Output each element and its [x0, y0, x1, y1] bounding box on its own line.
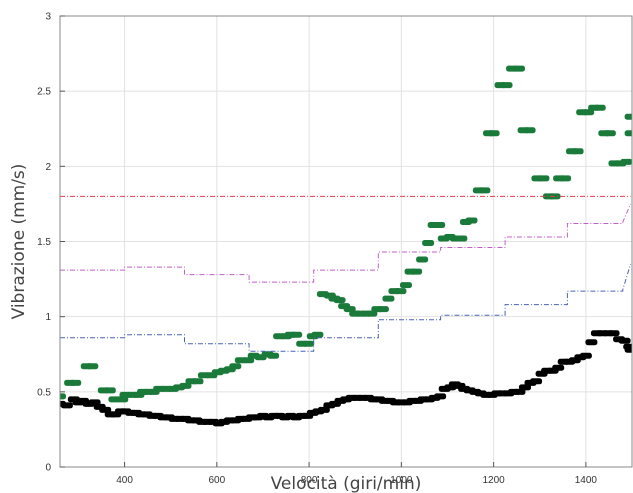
data-point [579, 352, 592, 359]
x-tick-label: 1200 [482, 475, 505, 486]
data-point [478, 187, 491, 194]
threshold-line [60, 263, 632, 352]
data-point [229, 363, 242, 370]
data-point [60, 402, 73, 409]
data-point [69, 379, 82, 386]
data-point [103, 387, 116, 394]
data-point [191, 378, 204, 385]
data-point [618, 337, 631, 344]
data-point [416, 256, 429, 263]
data-point [242, 357, 255, 364]
data-point [593, 104, 606, 111]
data-point [60, 393, 66, 400]
data-point [267, 352, 280, 359]
x-tick-label: 600 [208, 475, 225, 486]
data-point [317, 406, 330, 413]
data-point [376, 306, 389, 313]
y-tick-label: 1.5 [37, 237, 51, 248]
data-point [343, 306, 356, 313]
threshold-line [60, 203, 632, 283]
x-axis-title: Velocità (giri/min) [271, 474, 422, 493]
data-point [410, 268, 423, 275]
y-tick-label: 1 [45, 312, 51, 323]
data-point [394, 288, 407, 295]
y-tick-label: 3 [45, 12, 51, 23]
data-point [530, 378, 543, 385]
series-3 [60, 203, 632, 283]
data-point [518, 384, 531, 391]
data-point [537, 175, 550, 182]
series-1 [60, 330, 632, 427]
data-point [116, 396, 129, 403]
data-point [311, 331, 324, 338]
tick-labels: 400 600 800 1000 1200 1400 0 0.5 1 1.5 2 2.5 3 [37, 12, 597, 487]
x-tick-label: 400 [116, 475, 133, 486]
x-tick-label: 1400 [575, 475, 598, 486]
data-point [603, 130, 616, 137]
data-point [559, 175, 572, 182]
x-tick-label: 800 [301, 475, 318, 486]
data-point [607, 330, 620, 337]
data-point [399, 282, 412, 289]
y-tick-label: 2.5 [37, 87, 51, 98]
data-point [500, 82, 513, 89]
data-point [290, 331, 303, 338]
plot-series [60, 65, 632, 427]
y-tick-label: 0.5 [37, 387, 51, 398]
data-point [585, 339, 598, 346]
data-point [99, 406, 112, 413]
data-point [582, 109, 595, 116]
data-point [333, 297, 346, 304]
data-point [365, 310, 378, 317]
y-tick-label: 2 [45, 162, 51, 173]
series-4 [60, 263, 632, 352]
data-point [86, 363, 99, 370]
data-point [433, 221, 446, 228]
data-point [513, 388, 526, 395]
data-point [382, 295, 395, 302]
data-point [455, 235, 468, 242]
data-point [88, 399, 101, 406]
data-point [465, 217, 478, 224]
x-tick-label: 1000 [390, 475, 413, 486]
data-point [624, 113, 632, 120]
data-point [624, 130, 632, 137]
y-axis-title: Vibrazione (mm/s) [9, 164, 29, 320]
series-0 [60, 65, 632, 403]
data-point [487, 130, 500, 137]
data-point [620, 158, 632, 165]
data-point [434, 393, 447, 400]
data-point [302, 340, 315, 347]
data-point [552, 364, 565, 371]
data-point [624, 346, 632, 353]
data-point [422, 240, 435, 247]
data-point [179, 382, 192, 389]
data-point [523, 127, 536, 134]
data-point [571, 148, 584, 155]
data-point [512, 65, 525, 72]
y-tick-label: 0 [45, 463, 51, 474]
